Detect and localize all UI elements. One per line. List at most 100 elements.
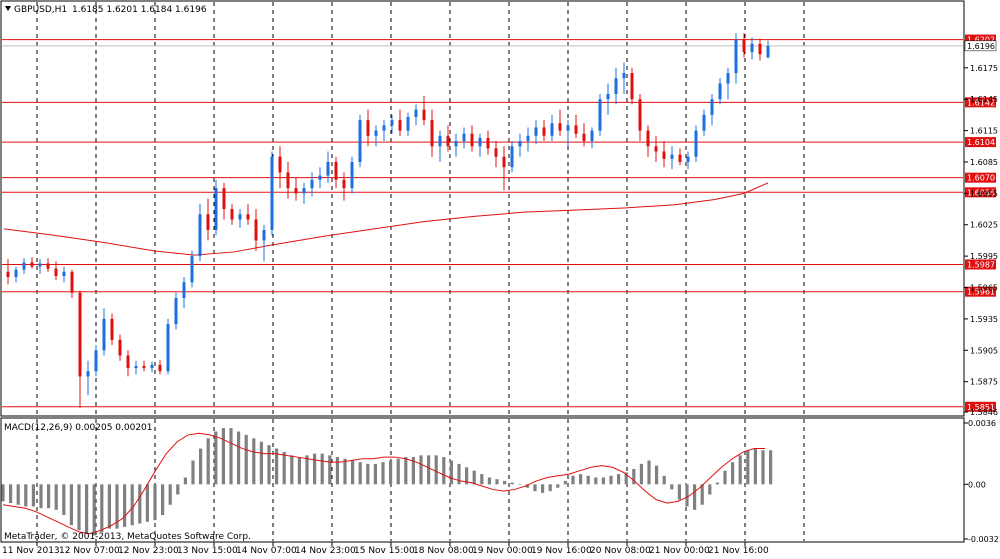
candle-body: [278, 156, 282, 173]
candle-body: [286, 172, 290, 189]
macd-bar: [259, 441, 263, 485]
macd-bar: [39, 484, 43, 509]
candle-body: [310, 179, 314, 189]
candle-body: [398, 120, 402, 131]
macd-bar: [267, 445, 271, 485]
candle-body: [742, 39, 746, 53]
macd-label: MACD(12,26,9) 0.00205 0.00201: [4, 423, 153, 433]
macd-bar: [579, 474, 583, 485]
macd-bar: [130, 484, 134, 526]
candle-body: [470, 133, 474, 147]
macd-bar: [115, 484, 119, 529]
macd-bar: [601, 477, 605, 485]
macd-bar: [457, 463, 461, 485]
candle-body: [190, 256, 194, 283]
macd-bar: [472, 470, 476, 485]
macd-bar: [586, 475, 590, 485]
time-label: 18 Nov 08:00: [413, 546, 474, 556]
macd-bar: [639, 463, 643, 485]
candle-body: [246, 214, 250, 220]
ma-line: [3, 182, 769, 256]
macd-bar: [1, 484, 5, 502]
time-label: 19 Nov 00:00: [472, 546, 533, 556]
candle-body: [110, 318, 114, 340]
macd-bar: [244, 434, 248, 485]
candle-body: [270, 156, 274, 230]
price-label: 1.6025: [970, 221, 998, 230]
macd-bar: [69, 484, 73, 526]
macd-bar: [100, 484, 104, 533]
current-price-label: 1.6196: [967, 42, 995, 51]
candle-body: [702, 114, 706, 131]
candle-body: [662, 151, 666, 159]
candle-body: [526, 135, 530, 142]
candle-body: [614, 78, 618, 94]
candle-body: [126, 355, 130, 369]
candle-body: [374, 130, 378, 136]
macd-bar: [145, 484, 149, 522]
macd-bar: [556, 484, 560, 488]
candle-body: [262, 229, 266, 241]
level-label: 1.5851: [967, 403, 995, 412]
candle-body: [142, 365, 146, 369]
candle-body: [22, 262, 26, 270]
candle-body: [454, 141, 458, 147]
macd-bar: [609, 475, 613, 485]
macd-bar: [563, 480, 567, 485]
macd-bar: [305, 455, 309, 485]
candle-body: [38, 263, 42, 267]
price-label: 1.6115: [970, 127, 998, 136]
candle-body: [358, 120, 362, 162]
time-label: 21 Nov 16:00: [708, 546, 769, 556]
candle-body: [478, 137, 482, 147]
candle-body: [750, 43, 754, 53]
macd-bar: [715, 482, 719, 485]
candle-body: [150, 364, 154, 369]
candle-body: [670, 154, 674, 159]
macd-signal-line: [2, 432, 765, 535]
macd-bar: [541, 484, 545, 493]
macd-bar: [518, 484, 522, 485]
dropdown-triangle-icon[interactable]: [5, 6, 11, 11]
current-price-tag: [964, 40, 997, 52]
candle-body: [638, 99, 642, 131]
macd-bar: [335, 457, 339, 485]
macd-bar: [632, 468, 636, 485]
macd-bar: [237, 431, 241, 485]
macd-bar: [123, 484, 127, 527]
macd-bar: [176, 484, 180, 495]
macd-bar: [434, 455, 438, 485]
candle-body: [502, 156, 506, 168]
macd-bar: [731, 462, 735, 485]
candle-body: [510, 146, 514, 168]
time-label: 11 Nov 2013: [2, 546, 60, 556]
macd-bar: [411, 457, 415, 485]
macd-bar: [753, 448, 757, 485]
price-axis: 1.6175 1.6145 1.6115 1.6085 1.6055 1.6025 1.59…: [964, 64, 998, 417]
macd-panel-frame: [0, 417, 965, 543]
macd-bar: [351, 460, 355, 485]
macd-bar: [54, 484, 58, 510]
level-tag: [965, 172, 996, 183]
macd-bar: [769, 450, 773, 485]
macd-bar: [655, 465, 659, 485]
candle-body: [574, 125, 578, 134]
candle-body: [238, 214, 242, 220]
macd-bar: [168, 484, 172, 505]
candle-body: [94, 350, 98, 372]
candle-body: [438, 135, 442, 147]
candle-body: [542, 127, 546, 136]
time-label: 20 Nov 08:00: [590, 546, 651, 556]
time-label: 15 Nov 15:00: [354, 546, 415, 556]
macd-bar: [693, 484, 697, 510]
candle-body: [302, 188, 306, 194]
macd-bar: [199, 448, 203, 485]
candle-body: [334, 161, 338, 180]
time-label: 14 Nov 07:00: [236, 546, 297, 556]
macd-indicator: [1, 428, 773, 536]
macd-bar: [427, 455, 431, 485]
candle-body: [734, 39, 738, 74]
level-label: 1.6056: [967, 188, 995, 197]
